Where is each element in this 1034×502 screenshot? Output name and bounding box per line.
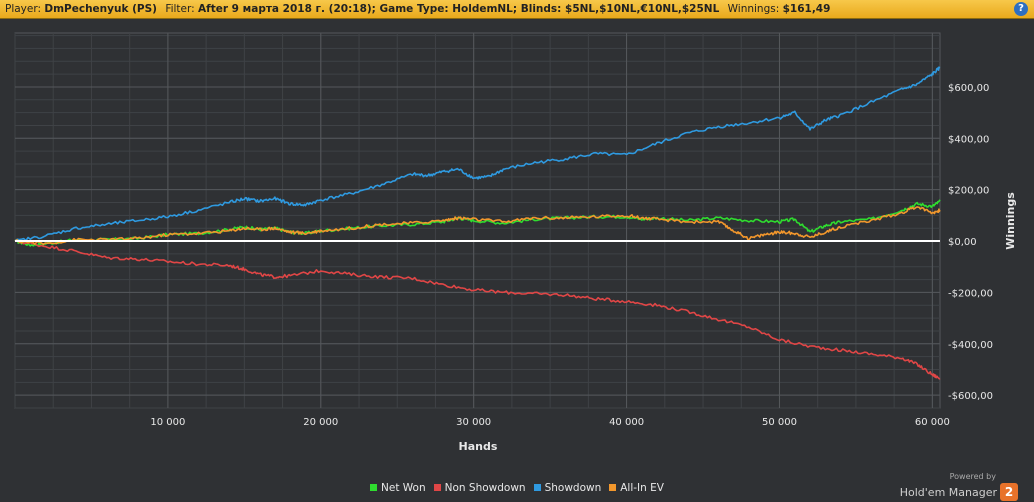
y-tick-label: $200,00 — [948, 186, 989, 197]
legend-swatch — [533, 484, 541, 491]
brand-name: Hold'em Manager — [899, 486, 997, 499]
title-bar: Player: DmPechenyuk (PS) Filter: After 9… — [0, 0, 1034, 19]
series-line-all-in-ev — [14, 206, 941, 245]
axis-ticks: 10 000 20 000 30 000 40 000 50 000 60 000 $600… — [150, 83, 993, 428]
legend-swatch — [433, 484, 441, 491]
y-axis-title: Winnings — [1004, 192, 1017, 250]
player-value: DmPechenyuk (PS) — [44, 3, 157, 15]
help-icon[interactable]: ? — [1014, 2, 1028, 16]
y-tick-label: -$200,00 — [948, 288, 993, 299]
series-line-non-showdown — [14, 239, 941, 380]
y-tick-label: -$400,00 — [948, 340, 993, 351]
x-axis-title: Hands — [459, 440, 498, 453]
x-tick-label: 60 000 — [915, 417, 950, 428]
x-tick-label: 40 000 — [609, 417, 644, 428]
legend-label: Showdown — [544, 482, 602, 494]
series-layer — [14, 66, 941, 380]
legend-label: Non Showdown — [444, 482, 526, 494]
winnings-label: Winnings: — [727, 3, 780, 15]
legend-item-net-won[interactable]: Net Won — [370, 482, 426, 494]
y-tick-label: $0,00 — [948, 237, 977, 248]
legend-swatch — [609, 484, 617, 491]
legend: Net Won Non Showdown Showdown All-In EV — [0, 482, 1034, 494]
filter-label: Filter: — [165, 3, 195, 15]
y-tick-label: -$600,00 — [948, 391, 993, 402]
powered-by-text: Powered by — [949, 472, 996, 481]
series-line-showdown — [14, 66, 941, 242]
legend-item-all-in-ev[interactable]: All-In EV — [609, 482, 664, 494]
legend-item-showdown[interactable]: Showdown — [533, 482, 602, 494]
y-tick-label: $600,00 — [948, 83, 989, 94]
legend-label: Net Won — [381, 482, 426, 494]
x-tick-label: 20 000 — [303, 417, 338, 428]
brand-logo: Powered by Hold'em Manager 2 — [900, 472, 1018, 501]
legend-swatch — [370, 484, 378, 491]
grid — [14, 33, 940, 409]
winnings-chart: 10 000 20 000 30 000 40 000 50 000 60 000 $600… — [14, 32, 1017, 453]
winnings-value: $161,49 — [782, 3, 831, 15]
legend-label: All-In EV — [620, 482, 664, 494]
x-tick-label: 50 000 — [762, 417, 797, 428]
legend-item-non-showdown[interactable]: Non Showdown — [433, 482, 526, 494]
brand-badge-icon: 2 — [1000, 482, 1018, 501]
x-tick-label: 30 000 — [456, 417, 491, 428]
y-tick-label: $400,00 — [948, 134, 989, 145]
filter-value: After 9 марта 2018 г. (20:18); Game Type… — [198, 3, 720, 15]
x-tick-label: 10 000 — [150, 417, 185, 428]
player-label: Player: — [5, 3, 42, 15]
